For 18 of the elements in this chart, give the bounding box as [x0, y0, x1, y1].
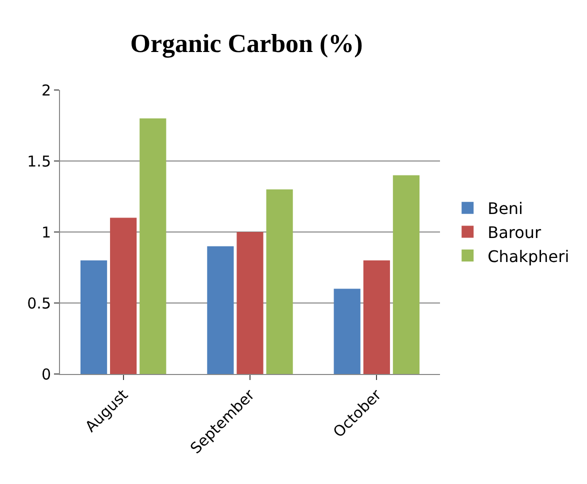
legend-label: Beni [488, 199, 524, 218]
bar [110, 218, 137, 374]
bar [363, 260, 390, 374]
bar [266, 189, 293, 374]
bar [236, 232, 264, 374]
bar [140, 118, 166, 374]
bar [80, 260, 108, 374]
bar [334, 288, 360, 374]
legend-label: Chakpheri [488, 246, 570, 266]
y-tick-label: 0.5 [27, 294, 51, 312]
chart-title: Organic Carbon (%) [130, 29, 363, 58]
y-tick-label: 0 [41, 365, 51, 384]
y-tick-label: 1.5 [27, 152, 51, 170]
y-tick-label: 1 [41, 223, 51, 242]
bar [392, 175, 420, 374]
legend-label: Barour [488, 222, 542, 242]
bar [207, 246, 234, 374]
y-tick-label: 2 [41, 81, 51, 100]
